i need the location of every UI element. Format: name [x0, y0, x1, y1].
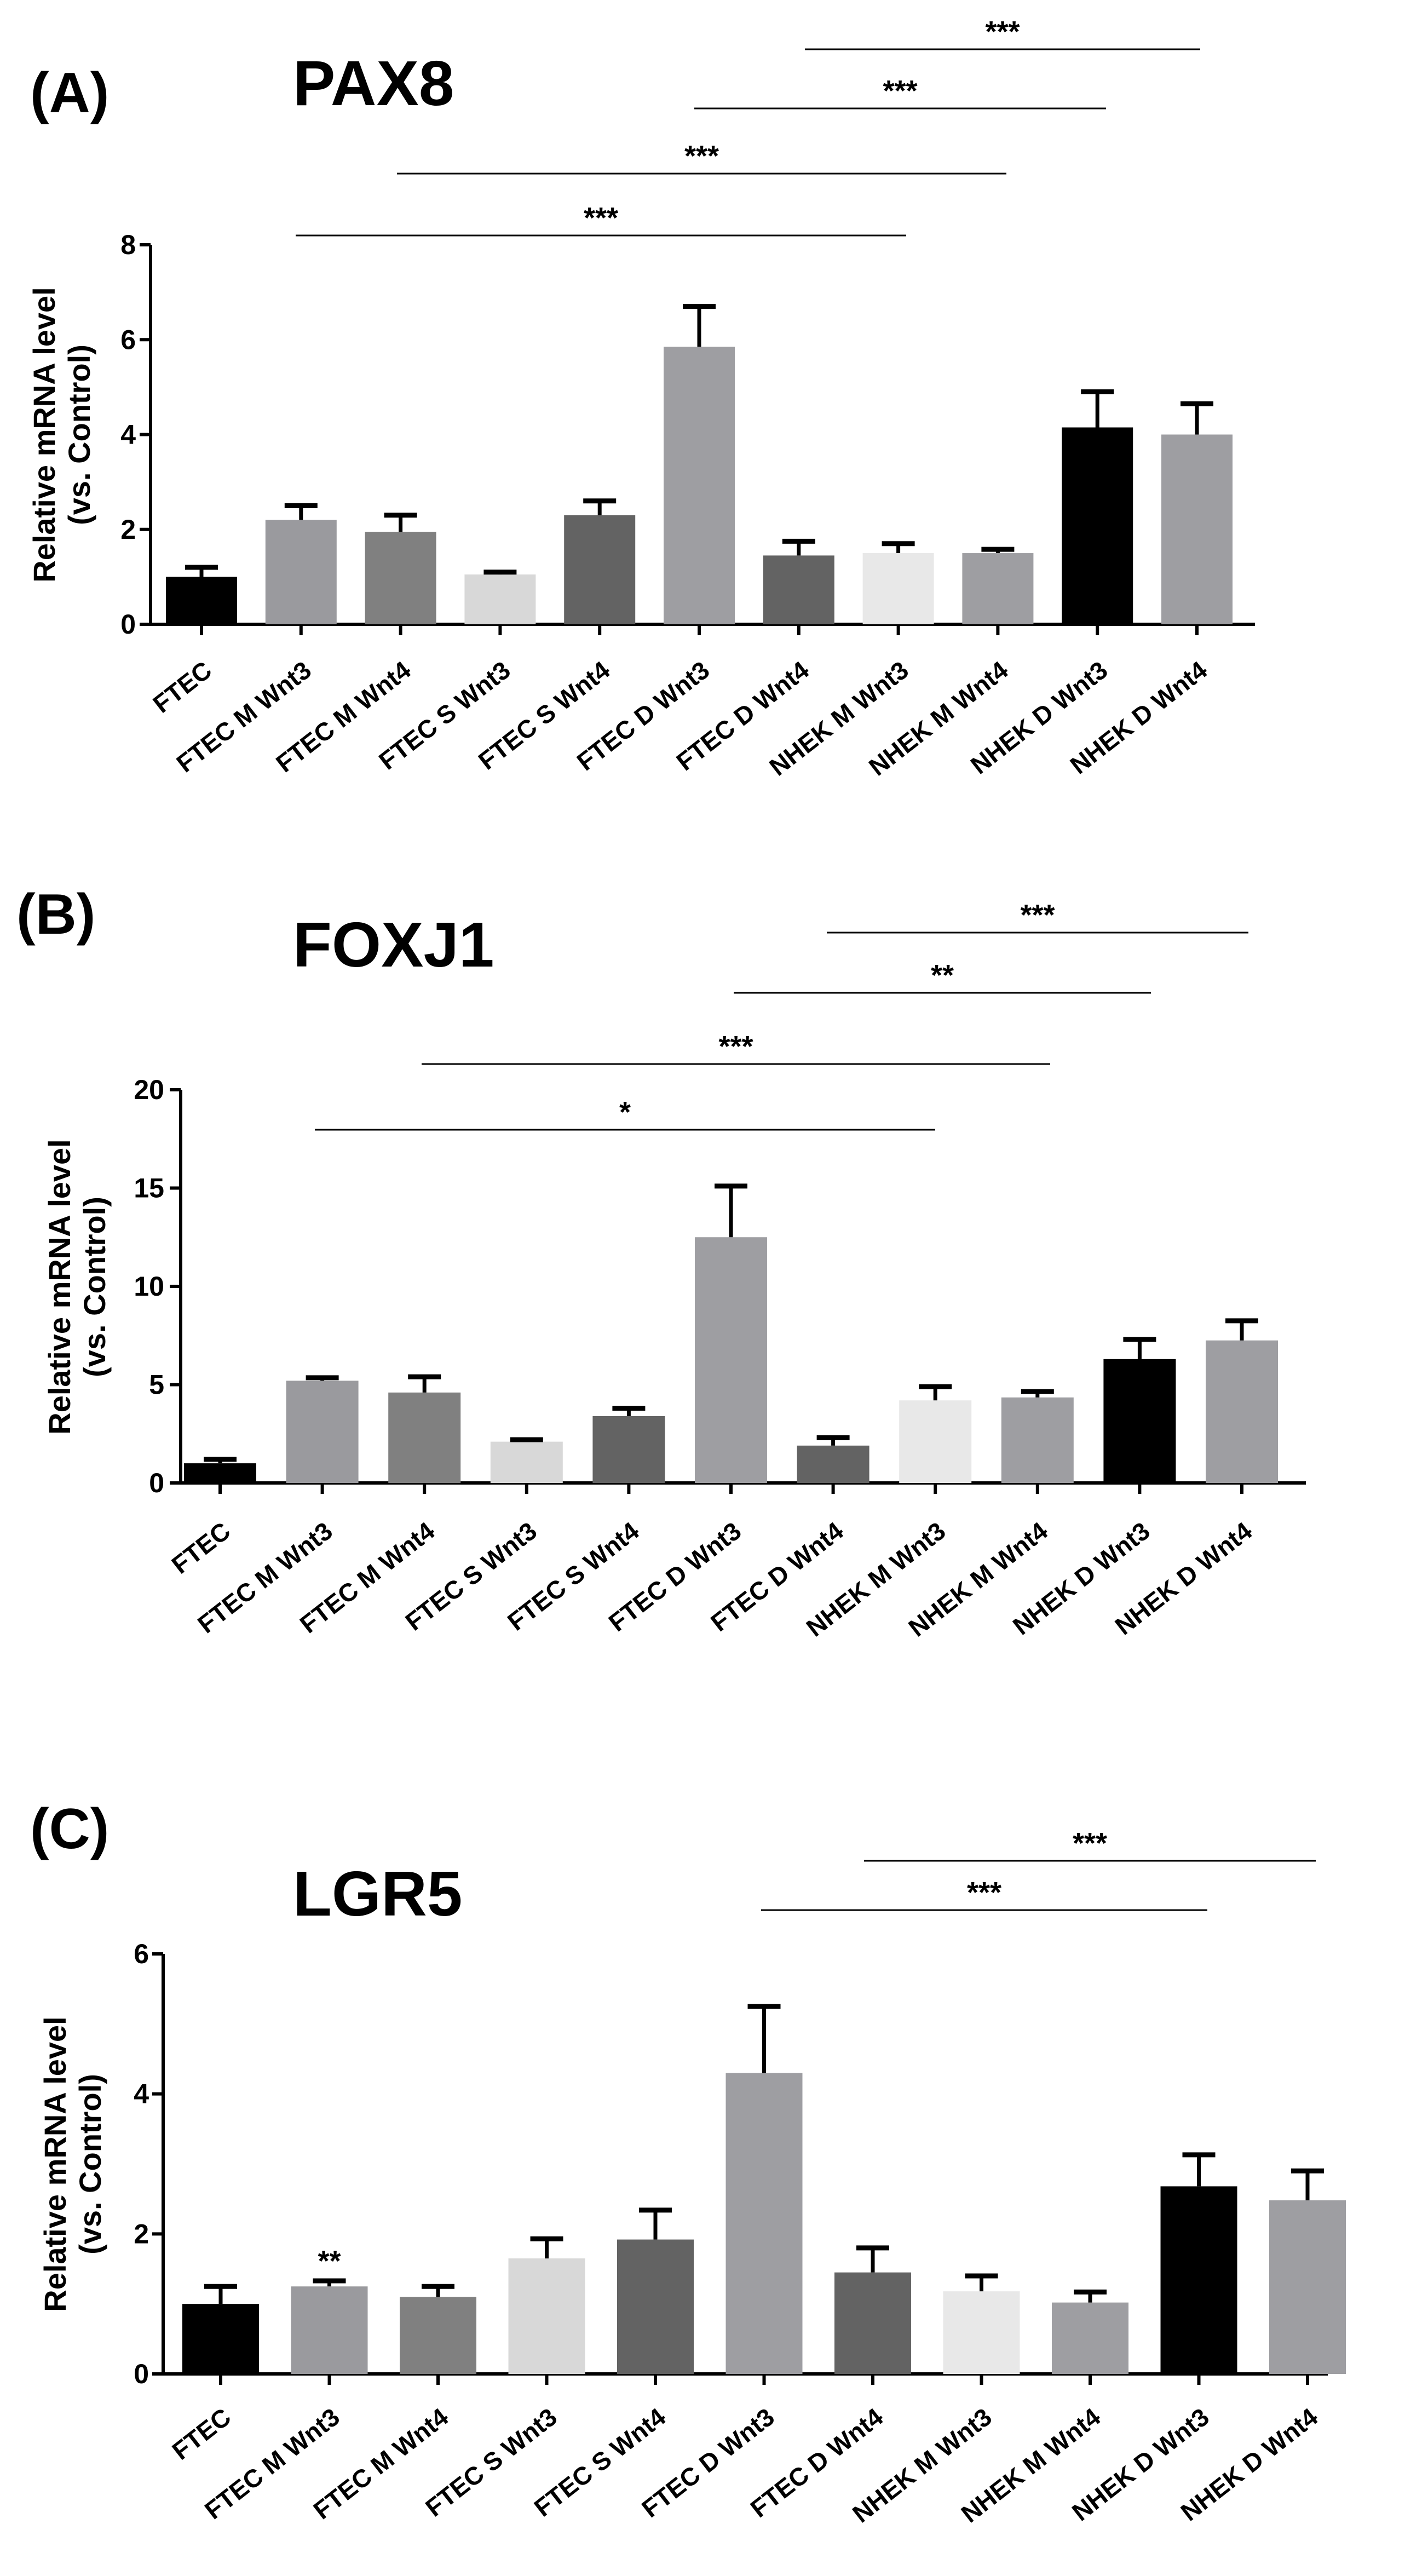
- bar: [1062, 427, 1133, 624]
- bar: [1052, 2302, 1128, 2374]
- significance-label: ***: [1020, 899, 1055, 932]
- y-axis-label: Relative mRNA level (vs. Control): [38, 2016, 107, 2312]
- y-axis-label-line2: (vs. Control): [73, 2074, 107, 2255]
- bar: [400, 2297, 476, 2374]
- significance-label: ***: [584, 202, 618, 234]
- panel-foxj1: (B) FOXJ1 Relative mRNA level (vs. Control)…: [16, 883, 1306, 1642]
- bar: [265, 520, 337, 624]
- x-tick-label: FTEC: [166, 1516, 235, 1579]
- bar: [508, 2258, 585, 2374]
- y-tick-label: 2: [134, 2218, 149, 2249]
- y-tick-label: 5: [149, 1370, 164, 1400]
- y-axis-label-line2: (vs. Control): [77, 1197, 112, 1377]
- y-tick-label: 20: [134, 1074, 164, 1105]
- significance-label: ***: [718, 1030, 753, 1063]
- bar: [1103, 1359, 1176, 1483]
- bar: [943, 2291, 1020, 2374]
- bar: [1001, 1397, 1074, 1483]
- significance-label: ***: [1073, 1827, 1107, 1860]
- bar: [763, 555, 834, 624]
- chart-title: PAX8: [293, 48, 454, 119]
- bar: [365, 532, 436, 624]
- bar: [182, 2304, 259, 2374]
- y-axis-label: Relative mRNA level (vs. Control): [27, 287, 96, 583]
- bar: [1160, 2186, 1237, 2374]
- y-axis-label-line2: (vs. Control): [62, 344, 96, 525]
- bar: [899, 1400, 972, 1483]
- significance-label: ***: [967, 1876, 1001, 1909]
- panel-label: (B): [16, 883, 95, 946]
- bar: [695, 1237, 767, 1483]
- bar: [592, 1416, 665, 1483]
- bar: [564, 515, 636, 624]
- significance-label: ***: [985, 15, 1020, 48]
- y-tick-label: 0: [149, 1468, 164, 1498]
- x-tick-label: FTEC: [147, 656, 217, 718]
- bar: [617, 2239, 694, 2374]
- bar: [1161, 434, 1233, 624]
- y-tick-label: 8: [120, 229, 136, 260]
- bar: [962, 553, 1034, 624]
- panel-lgr5: (C) LGR5 Relative mRNA level (vs. Control) 0…: [30, 1797, 1346, 2528]
- y-axis-label-line1: Relative mRNA level: [42, 1139, 77, 1435]
- y-axis-label: Relative mRNA level (vs. Control): [42, 1139, 112, 1435]
- y-tick-label: 4: [120, 419, 136, 450]
- bar: [464, 574, 536, 624]
- bar: [291, 2286, 368, 2374]
- bar: [1206, 1340, 1278, 1483]
- y-tick-label: 4: [134, 2079, 149, 2109]
- significance-label: *: [619, 1096, 631, 1129]
- bar: [1269, 2200, 1346, 2374]
- bar: [166, 577, 237, 624]
- bar: [184, 1463, 256, 1483]
- y-tick-label: 0: [120, 609, 136, 640]
- bar-annotation: **: [318, 2245, 341, 2278]
- significance-label: ***: [883, 74, 917, 107]
- y-tick-label: 15: [134, 1173, 164, 1204]
- bar: [286, 1381, 359, 1483]
- bar: [388, 1392, 461, 1483]
- y-axis-label-line1: Relative mRNA level: [27, 287, 61, 583]
- chart-title: LGR5: [293, 1858, 462, 1929]
- y-tick-label: 0: [134, 2359, 149, 2389]
- panel-pax8: (A) PAX8 Relative mRNA level (vs. Control) 0…: [27, 15, 1255, 781]
- panel-label: (A): [30, 61, 109, 125]
- panel-label: (C): [30, 1797, 109, 1861]
- bar: [797, 1445, 870, 1483]
- x-tick-label: FTEC: [166, 2402, 236, 2465]
- bar: [862, 553, 934, 624]
- bar: [725, 2073, 803, 2374]
- bar: [490, 1441, 563, 1483]
- bar: [834, 2272, 911, 2374]
- y-tick-label: 6: [120, 324, 136, 355]
- y-tick-label: 10: [134, 1271, 164, 1302]
- y-axis-label-line1: Relative mRNA level: [38, 2016, 72, 2312]
- bar: [664, 347, 735, 624]
- significance-label: **: [931, 959, 954, 992]
- significance-label: ***: [684, 140, 719, 173]
- y-tick-label: 2: [120, 514, 136, 545]
- y-tick-label: 6: [134, 1939, 149, 1969]
- chart-title: FOXJ1: [293, 909, 494, 980]
